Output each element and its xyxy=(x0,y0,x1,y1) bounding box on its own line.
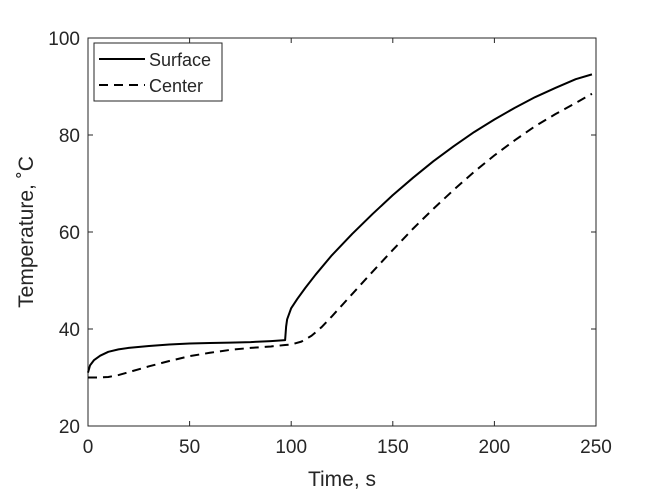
y-tick-label: 80 xyxy=(59,126,80,147)
series-layer xyxy=(87,73,593,379)
x-tick-label: 0 xyxy=(83,437,94,458)
y-axis-label: Temperature, ˚C xyxy=(15,156,38,308)
plot-area xyxy=(87,37,597,427)
x-tick-label: 250 xyxy=(580,437,612,458)
legend-label-center: Center xyxy=(149,76,203,96)
x-axis-label: Time, s xyxy=(308,468,376,491)
ticks-layer: 0 50 100 150 200 250 20 40 60 80 100 xyxy=(48,29,612,458)
x-tick-label: 100 xyxy=(275,437,307,458)
legend: Surface Center xyxy=(93,42,223,102)
legend-label-surface: Surface xyxy=(149,50,211,70)
y-tick-label: 20 xyxy=(59,417,80,438)
x-tick-label: 200 xyxy=(479,437,511,458)
x-tick-label: 150 xyxy=(377,437,409,458)
series-line-center xyxy=(88,92,593,379)
y-tick-label: 60 xyxy=(59,223,80,244)
x-tick-label: 50 xyxy=(179,437,200,458)
y-tick-label: 100 xyxy=(48,29,80,50)
legend-box xyxy=(93,42,223,102)
y-tick-label: 40 xyxy=(59,320,80,341)
series-line-surface xyxy=(87,73,593,373)
